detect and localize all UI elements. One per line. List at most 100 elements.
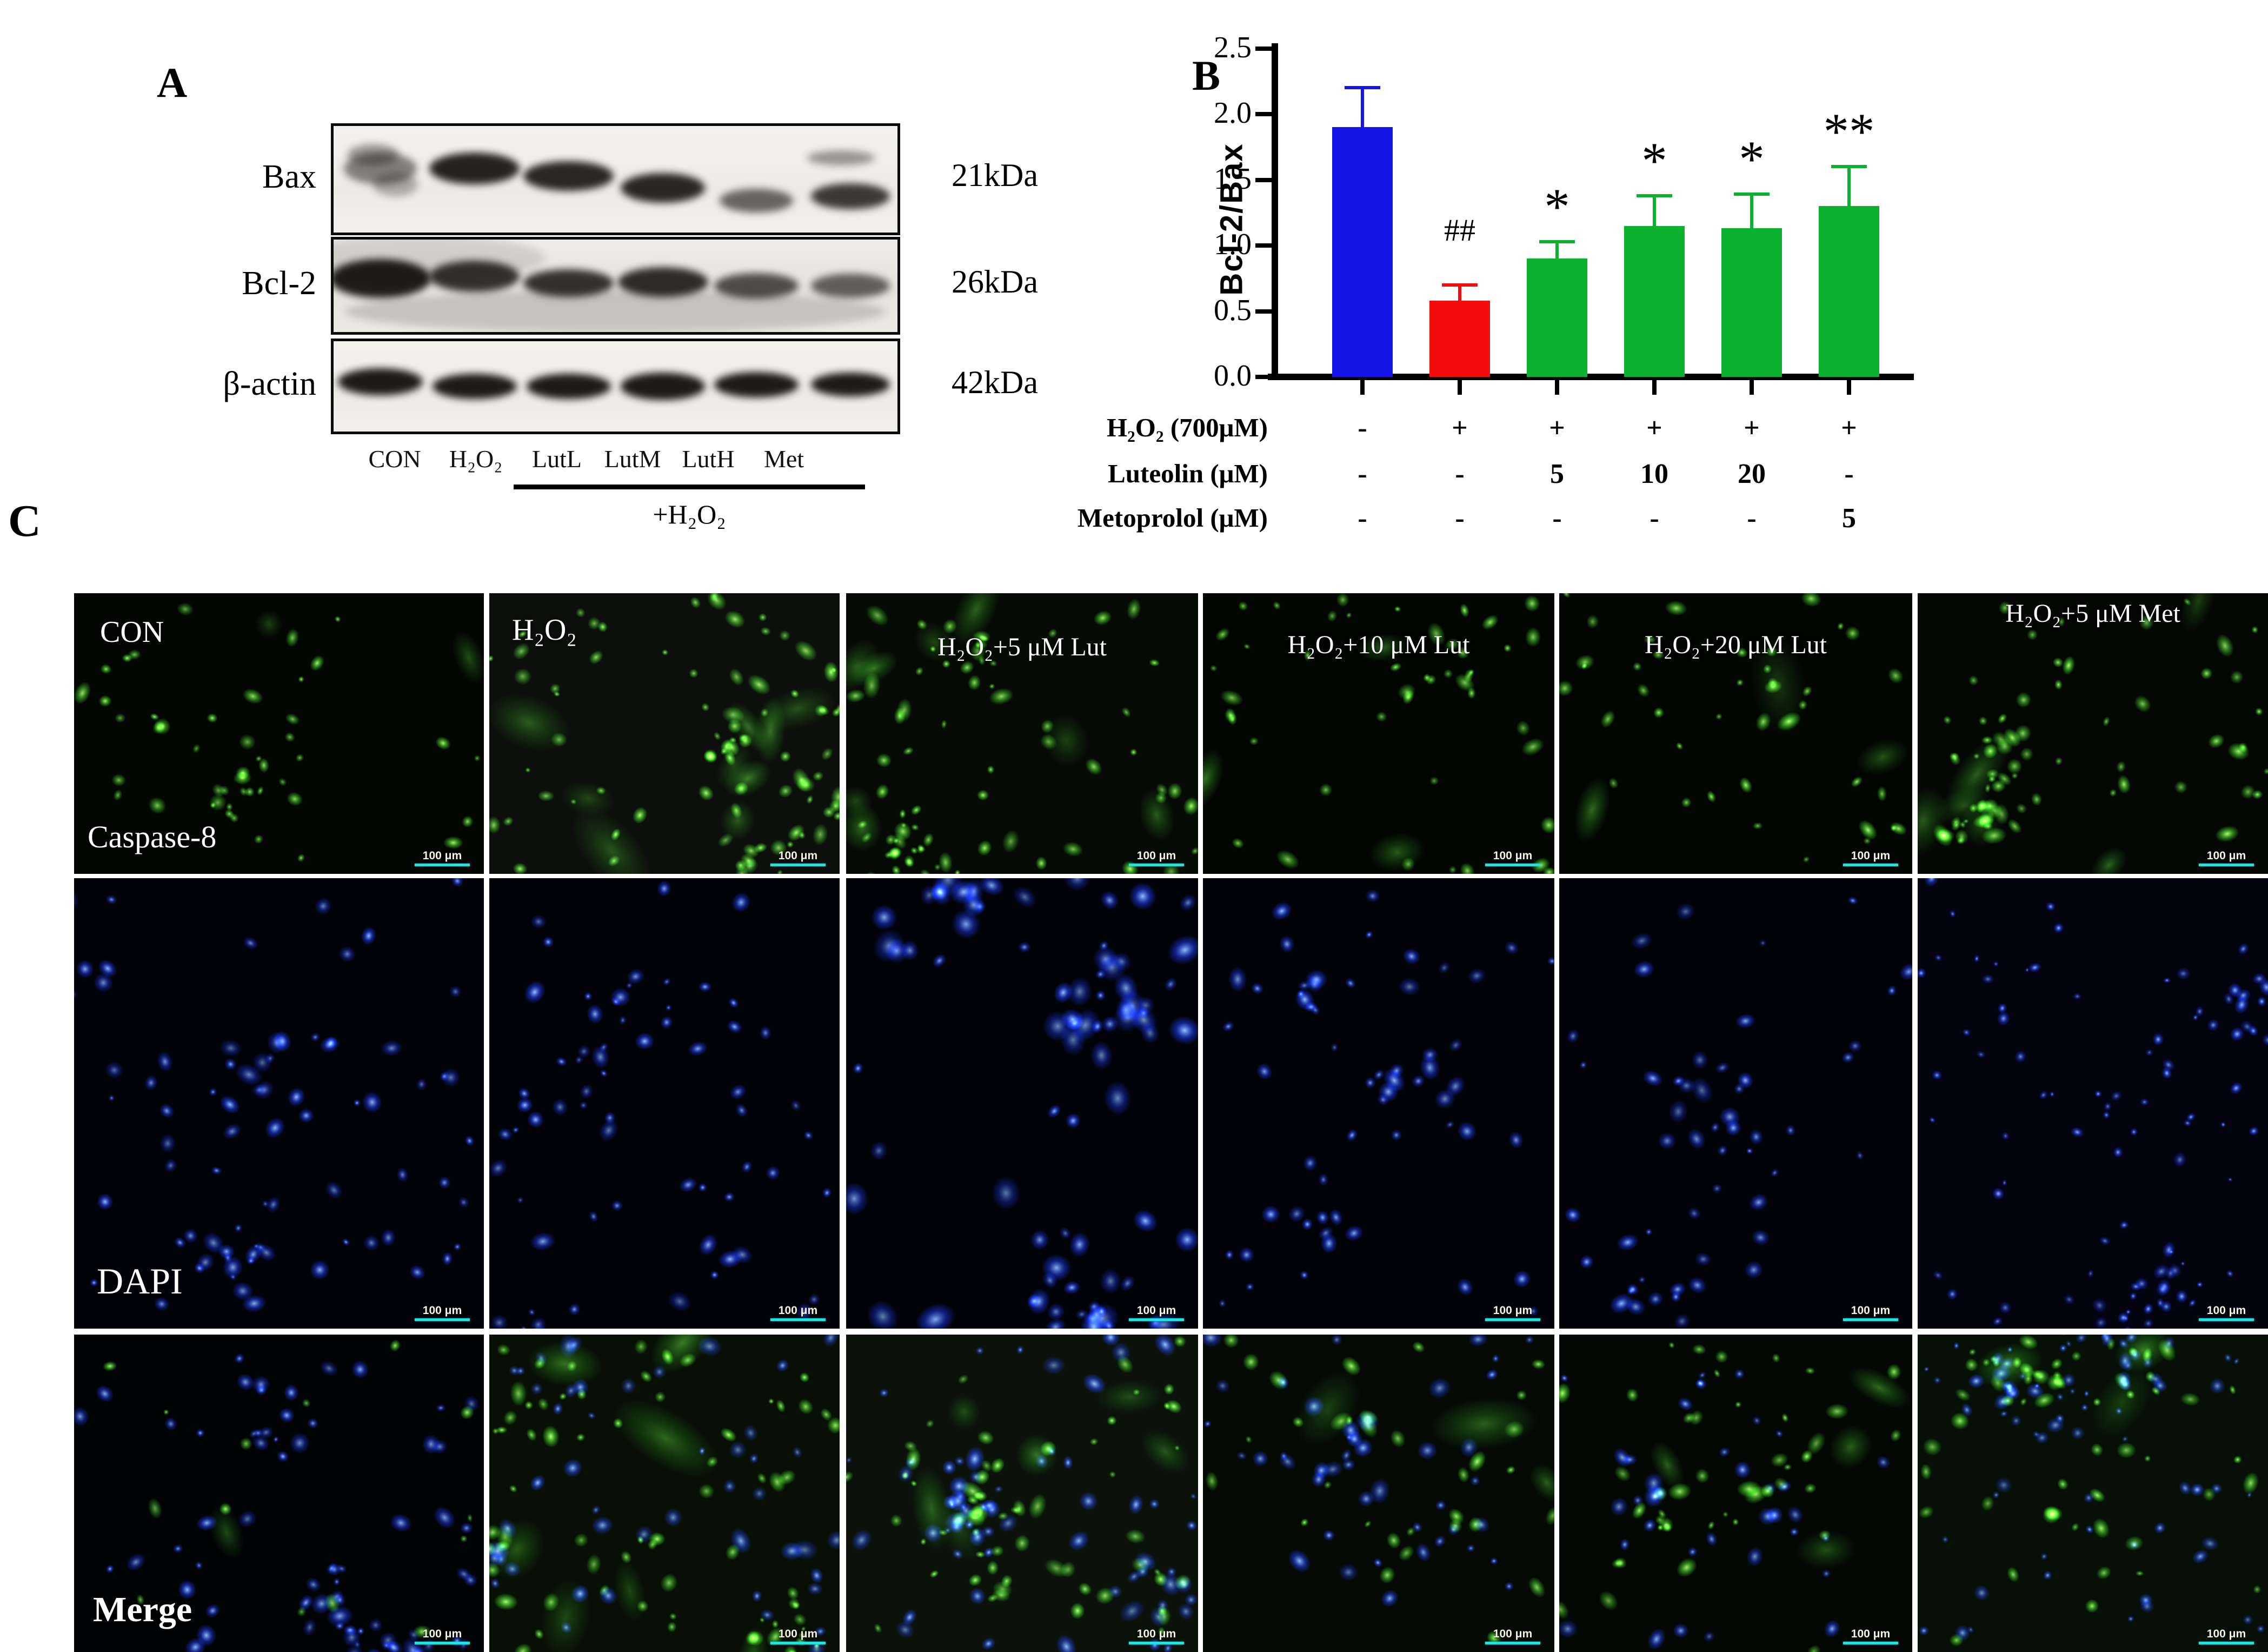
- blot-lane-label: H₂O₂: [449, 445, 503, 473]
- scale-bar: 100 μm: [2199, 850, 2254, 866]
- column-header: CON: [100, 615, 164, 649]
- scale-bar-line: [770, 1642, 826, 1644]
- fluorescence-canvas: [1918, 1335, 2268, 1652]
- scale-bar-label: 100 μm: [1136, 1304, 1176, 1317]
- fluorescence-canvas: [1203, 593, 1554, 874]
- fluorescence-image-r2c3: 100 μm: [1203, 1335, 1554, 1652]
- bar-CON: [1332, 127, 1393, 377]
- blot-band: [720, 189, 794, 213]
- y-tick-mark: [1255, 309, 1273, 314]
- fluorescence-canvas: [489, 593, 840, 874]
- chart-y-axis-line: [1272, 43, 1278, 380]
- blot-band: [714, 273, 799, 299]
- error-bar-stem: [1653, 195, 1656, 226]
- blot-lane-label: LutH: [682, 445, 735, 473]
- column-header: H₂O₂+10 μM Lut: [1287, 631, 1470, 659]
- y-tick-mark: [1255, 112, 1273, 116]
- error-bar-stem: [1555, 241, 1559, 259]
- blot-band: [617, 267, 708, 297]
- fluorescence-image-r1c2: 100 μm: [846, 878, 1198, 1329]
- blot-kda-bax: 21kDa: [952, 157, 1038, 193]
- x-tick-mark: [1458, 380, 1462, 395]
- blot-protein-label-bactin: β-actin: [223, 366, 316, 402]
- scale-bar: 100 μm: [415, 1304, 470, 1321]
- scale-bar-label: 100 μm: [1493, 1628, 1533, 1640]
- y-tick-mark: [1255, 243, 1273, 248]
- bar-H₂O₂+20μM Lut: [1721, 228, 1782, 377]
- blot-band: [620, 173, 706, 203]
- error-bar-cap: [1734, 193, 1770, 196]
- fluorescence-image-r1c5: 100 μm: [1918, 878, 2268, 1329]
- error-bar-cap: [1637, 194, 1672, 197]
- treatment-row-label-luteolin: Luteolin (μM): [1108, 459, 1268, 488]
- fluorescence-image-r2c0: Merge 100 μm: [74, 1335, 484, 1652]
- blot-band: [373, 173, 418, 196]
- column-header: H₂O₂+5 μM Lut: [937, 633, 1107, 661]
- treatment-value: -: [1747, 503, 1757, 534]
- error-bar-cap: [1539, 240, 1575, 243]
- scale-bar: 100 μm: [415, 850, 470, 866]
- fluorescence-canvas: [846, 593, 1198, 874]
- y-tick-label: 2.0: [1214, 96, 1252, 130]
- fluorescence-image-r1c4: 100 μm: [1559, 878, 1912, 1329]
- blot-band: [523, 269, 614, 297]
- fluorescence-canvas: [1559, 1335, 1912, 1652]
- blot-lane-label: LutM: [604, 445, 661, 473]
- blot-band: [338, 368, 423, 396]
- x-tick-mark: [1555, 380, 1559, 395]
- scale-bar-line: [1843, 1318, 1898, 1321]
- fluorescence-canvas: [1203, 878, 1554, 1329]
- column-header: H₂O₂+20 μM Lut: [1645, 631, 1827, 659]
- blot-kda-bactin: 42kDa: [952, 364, 1038, 400]
- blot-protein-label-bcl2: Bcl-2: [242, 265, 316, 302]
- x-tick-mark: [1360, 380, 1365, 395]
- blot-band: [811, 274, 890, 298]
- blot-lane-label: CON: [368, 445, 421, 473]
- blot-band: [811, 183, 890, 209]
- fluorescence-canvas: [1203, 1335, 1554, 1652]
- scale-bar-line: [770, 864, 826, 866]
- treatment-value: +: [1452, 413, 1468, 443]
- scale-bar-label: 100 μm: [1851, 1304, 1891, 1317]
- scale-bar: 100 μm: [770, 850, 826, 866]
- fluorescence-image-r0c2: H₂O₂+5 μM Lut 100 μm: [846, 593, 1198, 874]
- fluorescence-canvas: [1559, 878, 1912, 1329]
- scale-bar-line: [2199, 864, 2254, 866]
- bar-H₂O₂: [1429, 301, 1490, 377]
- treatment-value: 5: [1842, 503, 1856, 534]
- scale-bar-line: [1485, 1642, 1540, 1644]
- bar-H₂O₂+5μM Lut: [1527, 258, 1587, 377]
- scale-bar: 100 μm: [1129, 1628, 1184, 1644]
- y-tick-mark: [1255, 46, 1273, 51]
- treatment-row-label-metoprolol: Metoprolol (μM): [1077, 503, 1268, 533]
- scale-bar-label: 100 μm: [2206, 1304, 2246, 1317]
- scale-bar-line: [1129, 1642, 1184, 1644]
- treatment-value: -: [1358, 503, 1367, 534]
- error-bar-cap: [1345, 86, 1380, 90]
- fluorescence-image-r0c5: H₂O₂+5 μM Met 100 μm: [1918, 593, 2268, 874]
- blot-protein-label-bax: Bax: [262, 158, 316, 195]
- scale-bar: 100 μm: [1129, 1304, 1184, 1321]
- x-tick-mark: [1652, 380, 1657, 395]
- scale-bar: 100 μm: [770, 1628, 826, 1644]
- treatment-value: -: [1358, 459, 1367, 489]
- scale-bar: 100 μm: [1843, 1304, 1898, 1321]
- scale-bar: 100 μm: [2199, 1628, 2254, 1644]
- bar-H₂O₂+5μM Met: [1819, 206, 1879, 377]
- treatment-value: -: [1650, 503, 1659, 534]
- scale-bar: 100 μm: [1485, 850, 1540, 866]
- scale-bar: 100 μm: [1485, 1304, 1540, 1321]
- blot-band: [344, 290, 887, 332]
- bar-H₂O₂+10μM Lut: [1624, 225, 1685, 377]
- treatment-value: -: [1455, 459, 1465, 489]
- treatment-value: -: [1552, 503, 1562, 534]
- fluorescence-image-r2c1: 100 μm: [489, 1335, 840, 1652]
- fluorescence-image-r1c3: 100 μm: [1203, 878, 1554, 1329]
- fluorescence-canvas: [74, 1335, 484, 1652]
- treatment-value: 5: [1550, 459, 1564, 489]
- fluorescence-image-r0c4: H₂O₂+20 μM Lut 100 μm: [1559, 593, 1912, 874]
- row-stain-label: DAPI: [97, 1260, 183, 1302]
- y-tick-mark: [1255, 177, 1273, 182]
- fluorescence-canvas: [489, 1335, 840, 1652]
